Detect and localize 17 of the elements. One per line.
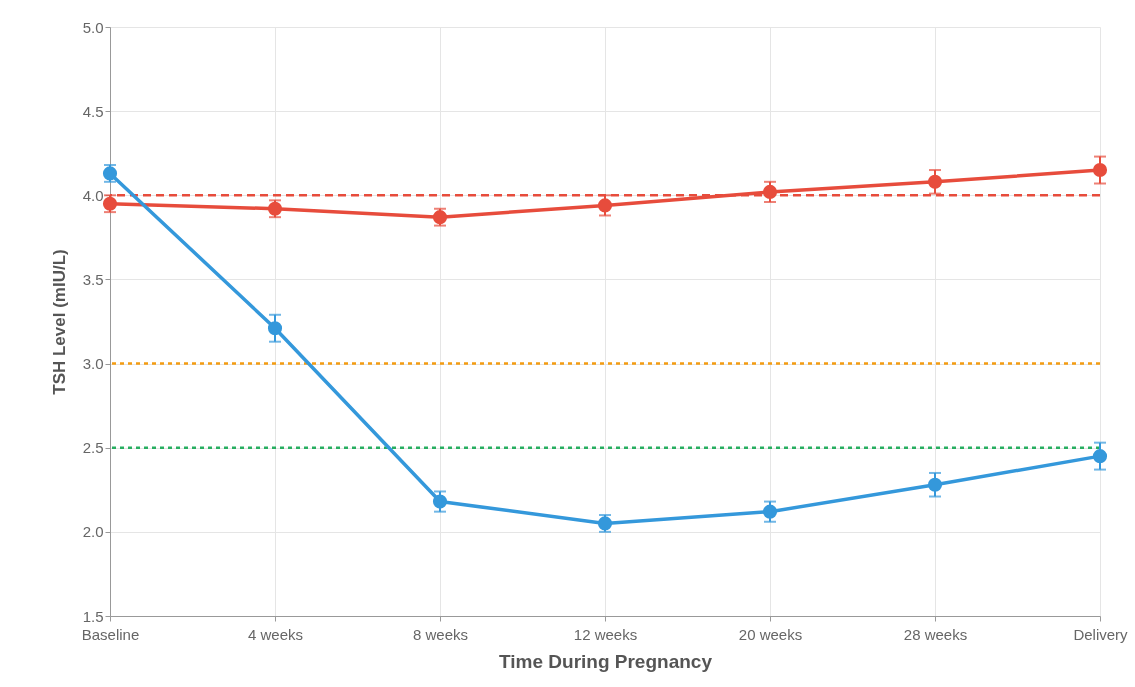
x-tick-label: Baseline [81,625,140,643]
y-tick-label: 4.5 [82,102,104,120]
y-axis-title: TSH Level (mIU/L) [49,249,69,395]
x-tick-label: 12 weeks [573,625,638,643]
y-tick-label: 2.0 [82,523,104,541]
x-tick-label: 4 weeks [247,625,304,643]
y-tick-label: 4.0 [82,186,104,204]
x-tick-label: 20 weeks [738,625,803,643]
y-tick-label: 3.0 [82,355,104,373]
y-tick-label: 5.0 [82,18,104,36]
x-tick-label: Delivery [1073,625,1129,643]
x-tick-label: 28 weeks [903,625,968,643]
y-tick-label: 1.5 [82,607,104,625]
x-axis-title: Time During Pregnancy [499,650,713,672]
y-tick-label: 2.5 [82,439,104,457]
y-tick-label: 3.5 [82,270,104,288]
x-tick-label: 8 weeks [412,625,469,643]
